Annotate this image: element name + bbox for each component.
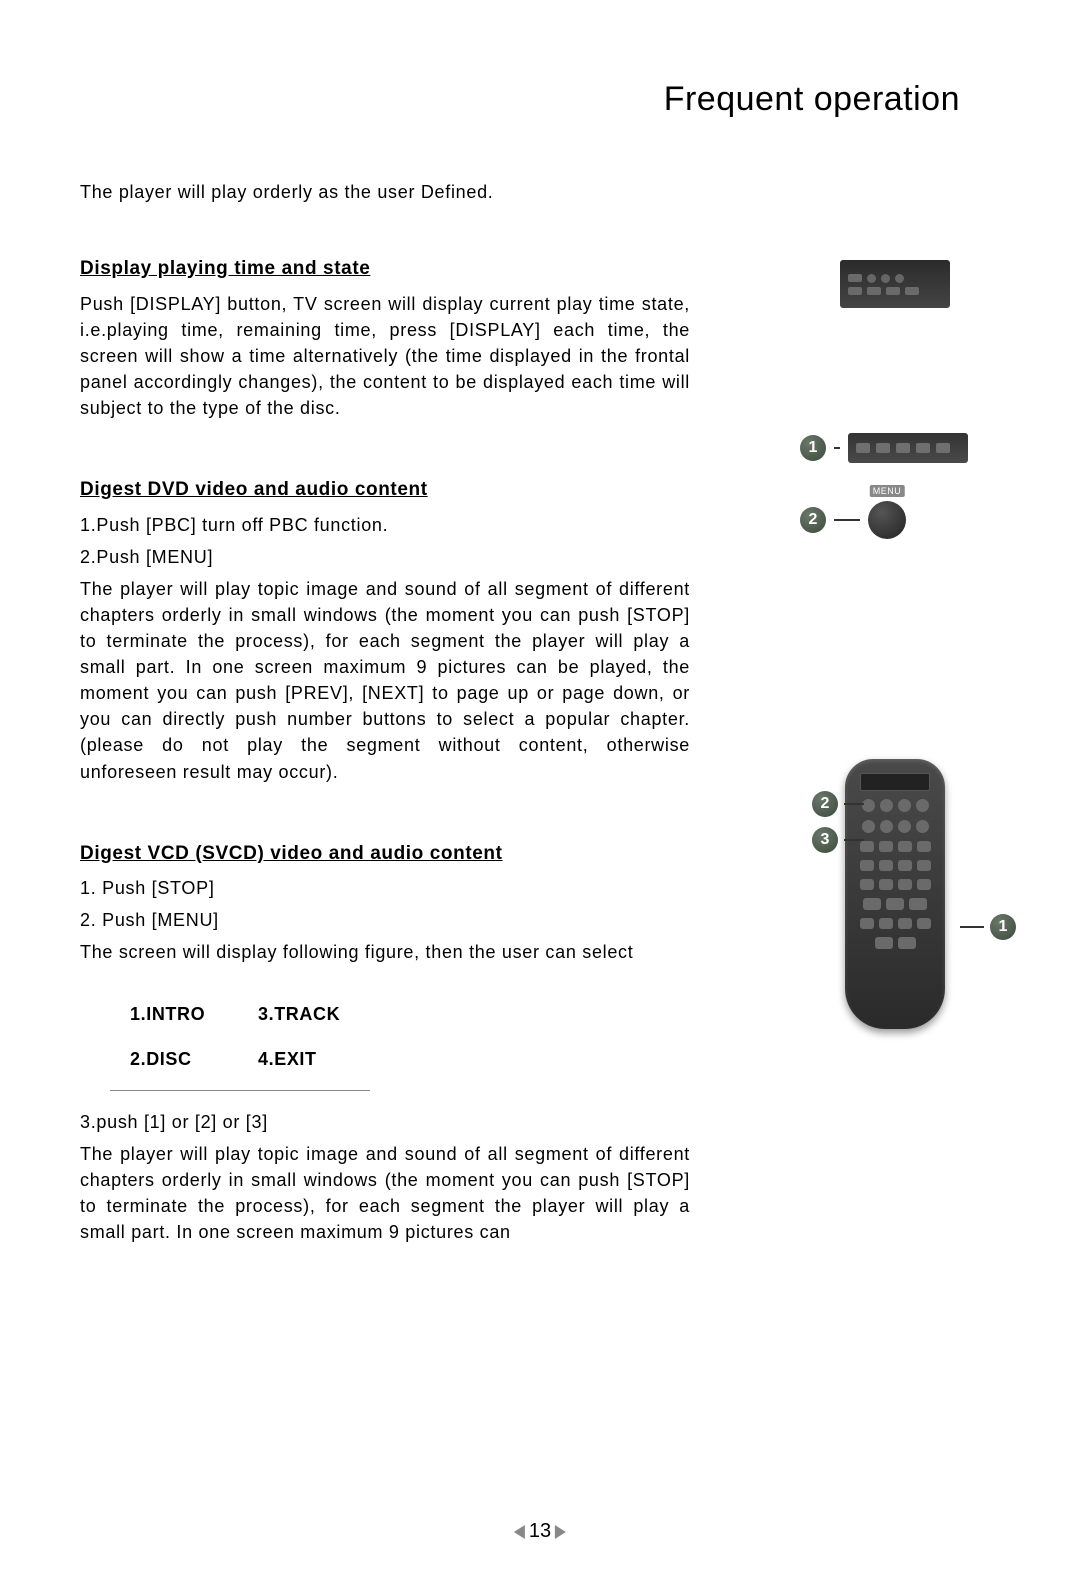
callout-pointer-2: 2 <box>812 791 864 817</box>
illustration-remote-full: 2 3 1 <box>800 759 1000 1029</box>
section3-heading: Digest VCD (SVCD) video and audio conten… <box>80 840 690 868</box>
menu-row: 2.DISC 4.EXIT <box>130 1046 360 1072</box>
section3-step2: 2. Push [MENU] <box>80 907 690 933</box>
menu-row: 1.INTRO 3.TRACK <box>130 1001 360 1027</box>
section3-step3: 3.push [1] or [2] or [3] <box>80 1109 690 1135</box>
side-illustrations: 1 2 MENU 2 3 1 <box>800 260 1000 1029</box>
intro-text: The player will play orderly as the user… <box>80 179 690 205</box>
illustration-display-panel <box>800 260 1000 308</box>
menu-item-disc: 2.DISC <box>130 1046 230 1072</box>
page-number: 13 <box>514 1520 566 1543</box>
section1-body: Push [DISPLAY] button, TV screen will di… <box>80 291 690 421</box>
menu-item-track: 3.TRACK <box>258 1001 358 1027</box>
section2-step1: 1.Push [PBC] turn off PBC function. <box>80 512 690 538</box>
callout-badge-2b: 2 <box>812 791 838 817</box>
menu-item-exit: 4.EXIT <box>258 1046 358 1072</box>
menu-item-intro: 1.INTRO <box>130 1001 230 1027</box>
arrow-left-icon <box>514 1525 525 1539</box>
callout-pointer-3: 3 <box>812 827 864 853</box>
screen-menu-box: 1.INTRO 3.TRACK 2.DISC 4.EXIT <box>110 983 370 1090</box>
section3-body1: The screen will display following figure… <box>80 939 690 965</box>
callout-badge-1: 1 <box>800 435 826 461</box>
arrow-right-icon <box>555 1525 566 1539</box>
page-number-value: 13 <box>529 1520 551 1543</box>
section3-body2: The player will play topic image and sou… <box>80 1141 690 1245</box>
callout-badge-1b: 1 <box>990 914 1016 940</box>
main-content: The player will play orderly as the user… <box>80 179 690 1245</box>
section2-step2: 2.Push [MENU] <box>80 544 690 570</box>
callout-badge-2: 2 <box>800 507 826 533</box>
menu-button-label: MENU <box>870 485 905 497</box>
menu-button-icon: MENU <box>868 501 906 539</box>
illustration-menu-button: 2 MENU <box>800 501 1000 539</box>
section2-body: The player will play topic image and sou… <box>80 576 690 785</box>
display-panel-icon <box>840 260 950 308</box>
section1-heading: Display playing time and state <box>80 255 690 283</box>
section3-step1: 1. Push [STOP] <box>80 875 690 901</box>
page-title: Frequent operation <box>80 80 1020 119</box>
section2-heading: Digest DVD video and audio content <box>80 476 690 504</box>
illustration-remote-strip: 1 <box>800 433 1000 463</box>
callout-badge-3: 3 <box>812 827 838 853</box>
callout-pointer-1: 1 <box>960 914 1016 940</box>
remote-strip-icon <box>848 433 968 463</box>
